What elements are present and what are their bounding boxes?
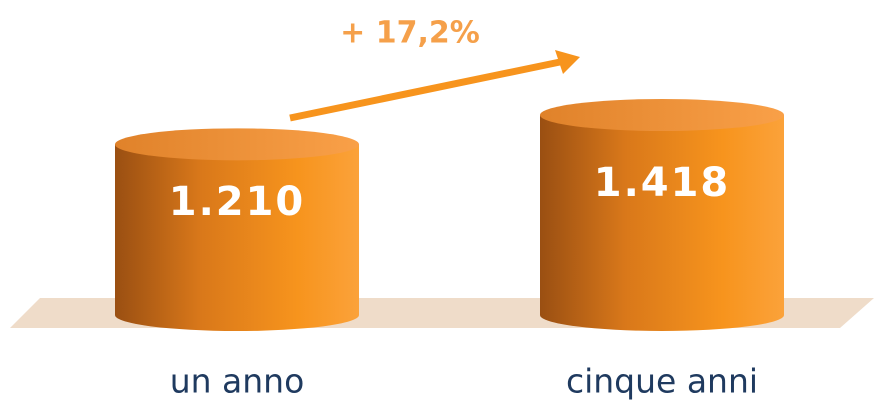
value-label: 1.210 [169, 179, 306, 225]
cylinder-top [115, 128, 359, 161]
x-tick-label: un anno [170, 362, 305, 401]
arrow-head [555, 50, 580, 74]
cylinder-body [115, 144, 359, 331]
annotation: + 17,2% [340, 16, 480, 51]
cylinder-top [540, 99, 784, 131]
x-tick-label: cinque anni [566, 362, 758, 401]
cylinder-body [540, 115, 784, 331]
trend-arrow [289, 58, 561, 122]
value-label: 1.418 [594, 160, 731, 206]
